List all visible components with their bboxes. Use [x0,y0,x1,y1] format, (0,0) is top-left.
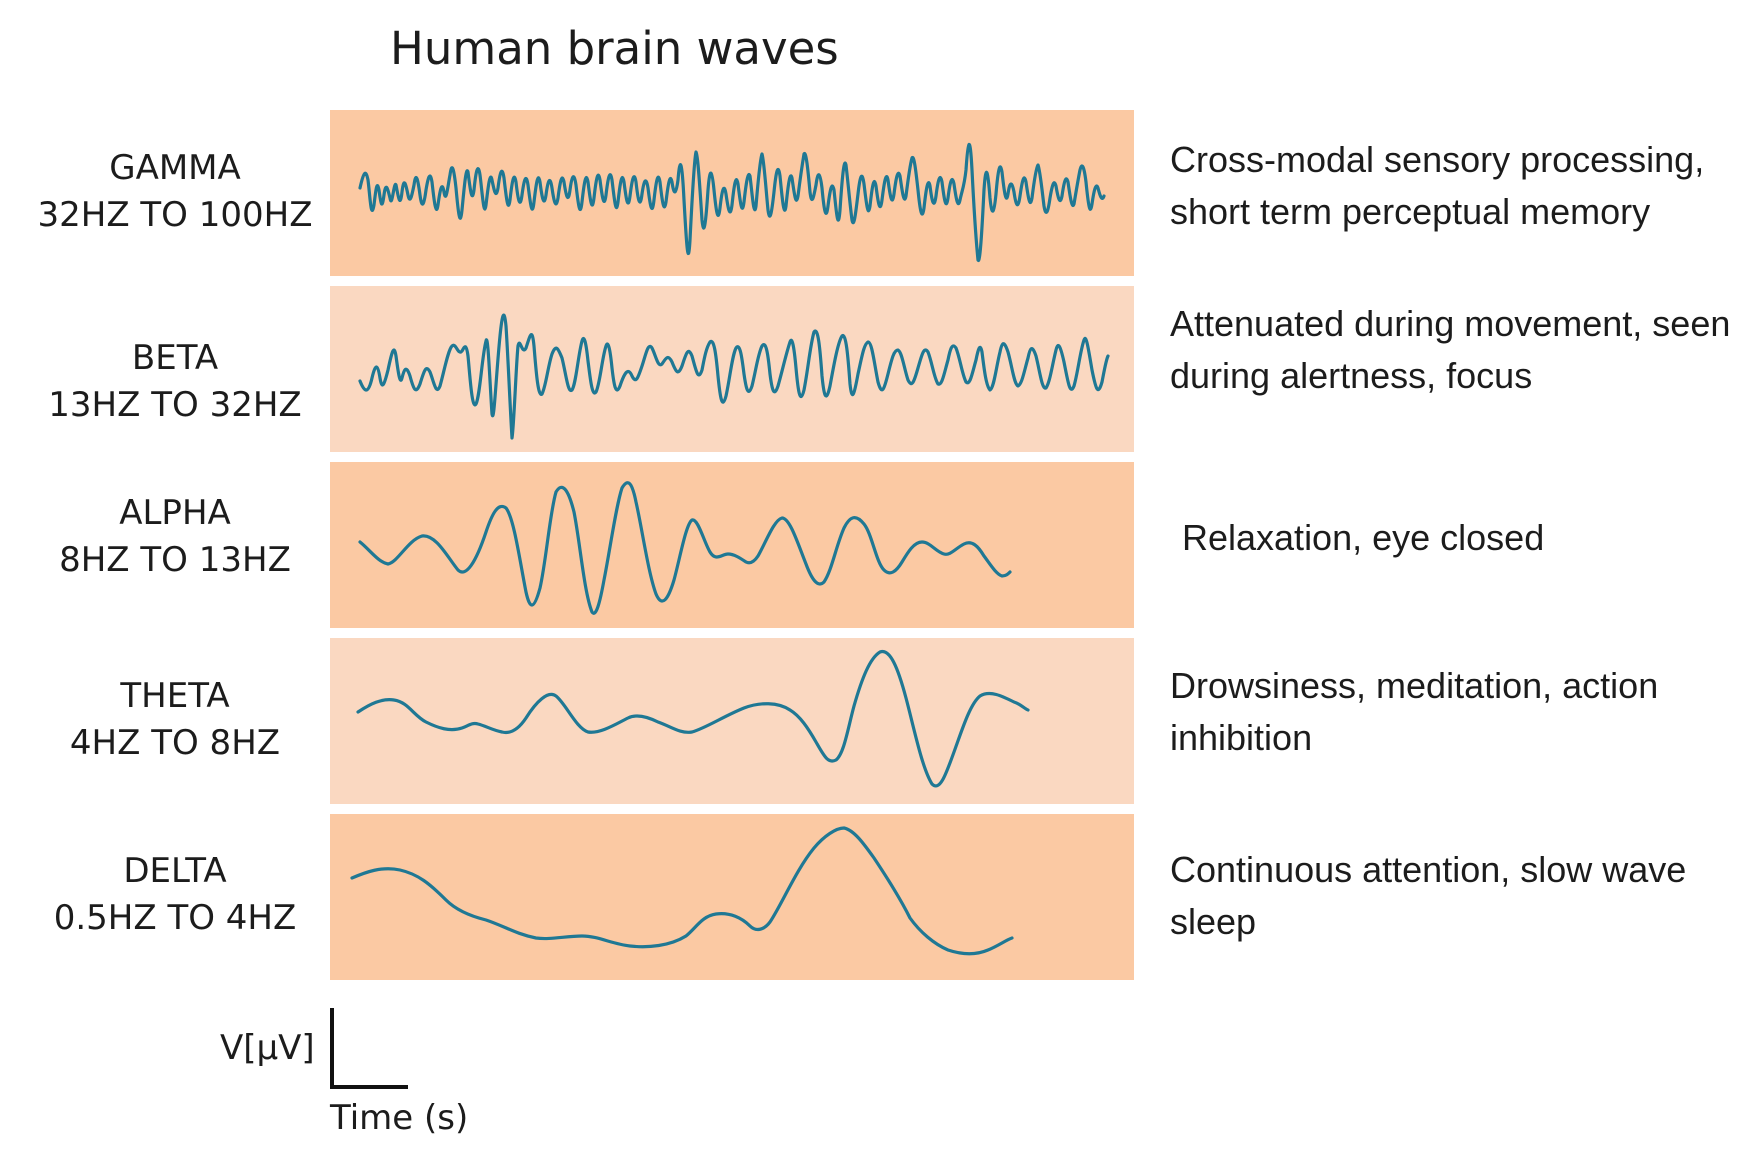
alpha-range: 8HZ TO 13HZ [59,540,291,580]
gamma-band [330,110,1134,276]
gamma-range: 32HZ TO 100HZ [37,195,313,235]
delta-label: DELTA 0.5HZ TO 4HZ [20,848,330,942]
delta-name: DELTA [123,851,227,891]
theta-label: THETA 4HZ TO 8HZ [20,673,330,767]
alpha-band [330,462,1134,628]
alpha-name: ALPHA [119,493,231,533]
beta-description: Attenuated during movement, seen during … [1170,303,1731,396]
theta-band [330,638,1134,804]
beta-label: BETA 13HZ TO 32HZ [20,335,330,429]
delta-range: 0.5HZ TO 4HZ [53,898,297,938]
beta-name: BETA [131,338,219,378]
delta-description: Continuous attention, slow wave sleep [1170,849,1687,942]
delta-wave [350,826,1014,956]
gamma-label: GAMMA 32HZ TO 100HZ [20,145,330,239]
theta-range: 4HZ TO 8HZ [69,723,281,763]
scale-bar-horizontal [330,1085,408,1089]
alpha-label: ALPHA 8HZ TO 13HZ [20,490,330,584]
gamma-description: Cross-modal sensory processing, short te… [1170,139,1705,232]
theta-wave [356,650,1030,788]
beta-range: 13HZ TO 32HZ [48,385,302,425]
figure-title: Human brain waves [390,22,839,75]
time-axis-label: Time (s) [330,1098,469,1138]
gamma-name: GAMMA [109,148,241,188]
voltage-axis-label: V[μV] [220,1028,315,1068]
scale-bar-vertical [330,1008,334,1089]
gamma-wave [358,142,1106,262]
beta-band [330,286,1134,452]
beta-wave [358,313,1110,440]
theta-description: Drowsiness, meditation, action inhibitio… [1170,665,1659,758]
alpha-wave [358,481,1012,615]
theta-name: THETA [120,676,230,716]
alpha-description: Relaxation, eye closed [1182,517,1545,558]
delta-band [330,814,1134,980]
